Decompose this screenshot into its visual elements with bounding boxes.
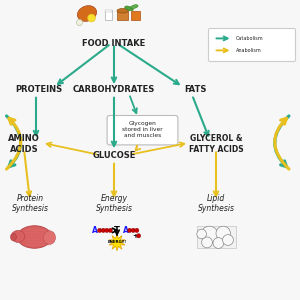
Ellipse shape	[77, 6, 97, 21]
Circle shape	[223, 235, 233, 245]
Text: A: A	[123, 226, 129, 235]
Circle shape	[105, 228, 109, 233]
Bar	[130, 11, 140, 20]
Text: PROTEINS: PROTEINS	[15, 85, 63, 94]
Text: Lipid
Synthesis: Lipid Synthesis	[197, 194, 235, 213]
Ellipse shape	[131, 5, 138, 8]
Ellipse shape	[17, 226, 52, 248]
Bar	[196, 226, 236, 248]
Circle shape	[213, 238, 224, 248]
Circle shape	[136, 234, 141, 238]
Text: GLUCOSE: GLUCOSE	[92, 152, 136, 160]
Text: Protein
Synthesis: Protein Synthesis	[11, 194, 49, 213]
Circle shape	[216, 226, 230, 241]
Bar	[105, 10, 112, 12]
Circle shape	[201, 226, 218, 243]
Circle shape	[131, 228, 135, 233]
Bar	[105, 10, 112, 20]
Text: T: T	[114, 226, 120, 235]
Polygon shape	[109, 234, 125, 251]
Circle shape	[76, 20, 82, 26]
Text: Anabolism: Anabolism	[236, 48, 261, 53]
Text: CARBOHYDRATES: CARBOHYDRATES	[73, 85, 155, 94]
Circle shape	[88, 14, 95, 22]
Text: Glycogen
stored in liver
and muscles: Glycogen stored in liver and muscles	[122, 121, 163, 138]
Circle shape	[128, 228, 132, 233]
Circle shape	[101, 228, 105, 233]
FancyBboxPatch shape	[107, 116, 178, 145]
Text: FATS: FATS	[184, 85, 206, 94]
Text: AMINO
ACIDS: AMINO ACIDS	[8, 134, 40, 154]
Text: A: A	[92, 226, 98, 235]
Ellipse shape	[77, 6, 97, 21]
Text: +: +	[132, 233, 138, 239]
Text: Catabolism: Catabolism	[236, 36, 263, 41]
Text: Energy
Synthesis: Energy Synthesis	[95, 194, 133, 213]
Text: GLYCEROL &
FATTY ACIDS: GLYCEROL & FATTY ACIDS	[189, 134, 243, 154]
Ellipse shape	[117, 8, 128, 13]
Ellipse shape	[44, 231, 56, 244]
Circle shape	[202, 237, 212, 248]
Circle shape	[197, 229, 206, 239]
Ellipse shape	[11, 230, 25, 242]
Ellipse shape	[125, 6, 133, 11]
Text: ENERGY!: ENERGY!	[107, 240, 127, 244]
Bar	[117, 11, 128, 20]
Text: FOOD INTAKE: FOOD INTAKE	[82, 39, 146, 48]
FancyBboxPatch shape	[208, 28, 296, 61]
Ellipse shape	[11, 233, 16, 241]
Circle shape	[135, 228, 139, 233]
Circle shape	[98, 228, 102, 233]
Circle shape	[108, 228, 112, 233]
